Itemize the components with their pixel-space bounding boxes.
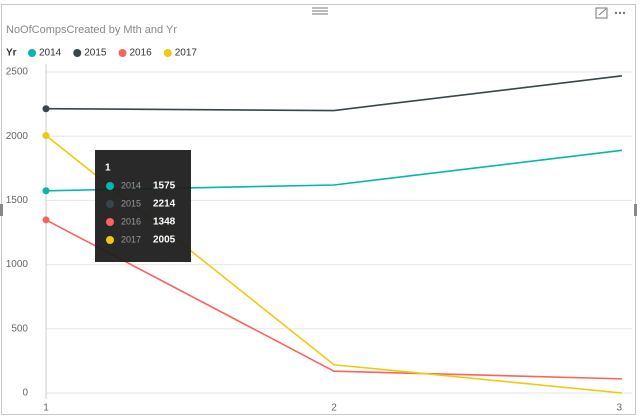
- tooltip-series-name: 2017: [121, 234, 141, 244]
- y-tick-label: 2500: [6, 67, 29, 78]
- tooltip-series-name: 2015: [121, 198, 141, 208]
- chart-title: NoOfCompsCreated by Mth and Yr: [6, 24, 177, 36]
- legend-marker: [73, 49, 82, 57]
- tooltip-value: 1348: [153, 217, 176, 228]
- tooltip-value: 2005: [153, 235, 176, 246]
- legend-marker: [28, 49, 36, 57]
- tooltip-series-name: 2014: [121, 180, 141, 190]
- y-tick-label: 1000: [6, 259, 29, 270]
- y-tick-label: 0: [22, 388, 28, 399]
- legend-marker: [163, 49, 172, 57]
- x-tick-label: 3: [616, 403, 622, 414]
- x-tick-label: 1: [43, 403, 49, 414]
- legend-label: 2017: [175, 48, 198, 59]
- x-tick-label: 2: [331, 403, 337, 414]
- y-tick-label: 1500: [6, 195, 29, 206]
- resize-handle[interactable]: [0, 204, 3, 216]
- tooltip-marker: [106, 236, 114, 244]
- tooltip-value: 2214: [153, 199, 176, 210]
- legend-marker: [118, 49, 127, 57]
- tooltip-header: 1: [105, 163, 111, 174]
- series-line: [45, 219, 623, 380]
- legend-title: Yr: [6, 48, 17, 59]
- hover-marker: [42, 187, 50, 195]
- tooltip-series-name: 2016: [121, 216, 141, 226]
- tooltip-value: 1575: [153, 181, 176, 192]
- hover-marker: [42, 105, 50, 113]
- focus-mode-icon[interactable]: [595, 7, 608, 19]
- legend-label: 2016: [130, 48, 153, 59]
- tooltip-marker: [106, 200, 114, 208]
- resize-handle[interactable]: [634, 204, 637, 216]
- more-options-icon[interactable]: [614, 11, 626, 15]
- drag-handle[interactable]: [312, 7, 328, 15]
- legend-label: 2014: [39, 48, 62, 59]
- legend-label: 2015: [84, 48, 107, 59]
- hover-marker: [42, 132, 50, 140]
- tooltip-marker: [106, 182, 114, 190]
- tooltip: 1 2014 1575 2015 2214 2016 1348 2017 2005: [95, 150, 191, 262]
- series-line: [45, 75, 623, 112]
- tooltip-marker: [106, 218, 114, 226]
- y-tick-label: 500: [11, 323, 28, 334]
- y-tick-label: 2000: [6, 131, 29, 142]
- hover-marker: [42, 216, 50, 224]
